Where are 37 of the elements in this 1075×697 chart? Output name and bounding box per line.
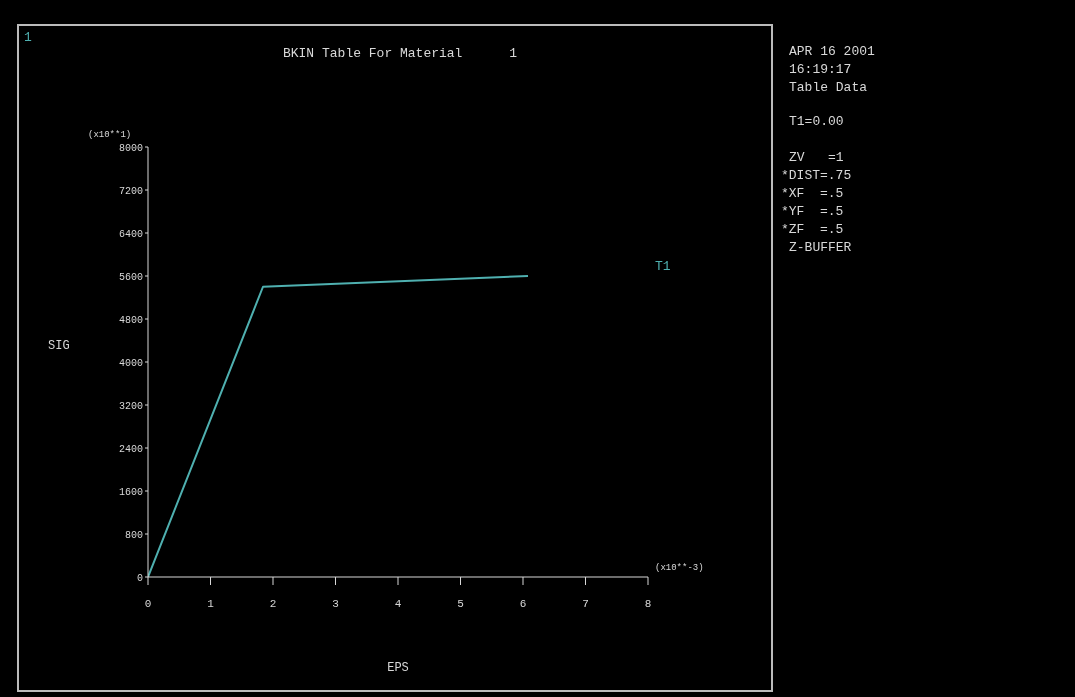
y-tick-label: 5600 [118, 271, 143, 283]
x-tick-label: 5 [457, 598, 464, 610]
y-tick-label: 4000 [118, 357, 143, 369]
x-tick-label: 8 [644, 598, 652, 610]
y-tick-label: 0 [136, 572, 143, 584]
y-tick-label: 2400 [118, 443, 143, 455]
text: ZV =1 [789, 150, 844, 165]
y-tick-label: 3200 [118, 400, 143, 412]
text: 16:19:17 [789, 62, 852, 77]
text: Z-BUFFER [789, 240, 852, 255]
x-tick-label: 7 [582, 598, 589, 610]
x-tick-label: 6 [519, 598, 527, 610]
y-tick-label: 7200 [118, 185, 143, 197]
text: 1 [24, 30, 32, 45]
text: *ZF =.5 [781, 222, 844, 237]
text: (x10**1) [88, 130, 132, 140]
y-tick-label: 6400 [118, 228, 143, 240]
y-tick-label: 8000 [118, 142, 143, 154]
y-tick-label: 1600 [118, 486, 143, 498]
text: *XF =.5 [781, 186, 844, 201]
text: T1=0.00 [789, 114, 844, 129]
y-tick-label: 800 [124, 529, 143, 541]
text: Table Data [789, 80, 868, 95]
text: APR 16 2001 [789, 44, 875, 59]
x-tick-label: 2 [269, 598, 277, 610]
x-axis-title: EPS [386, 661, 410, 675]
x-tick-label: 4 [394, 598, 402, 610]
x-tick-label: 0 [144, 598, 152, 610]
y-axis-title: SIG [48, 339, 70, 353]
y-tick-label: 4800 [118, 314, 143, 326]
x-tick-label: 1 [207, 598, 215, 610]
text: *YF =.5 [781, 204, 844, 219]
x-tick-label: 3 [332, 598, 339, 610]
text: (x10**-3) [655, 563, 704, 573]
text: T1 [655, 259, 671, 274]
chart-title: BKIN Table For Material 1 [281, 46, 518, 61]
text: *DIST=.75 [781, 168, 852, 183]
